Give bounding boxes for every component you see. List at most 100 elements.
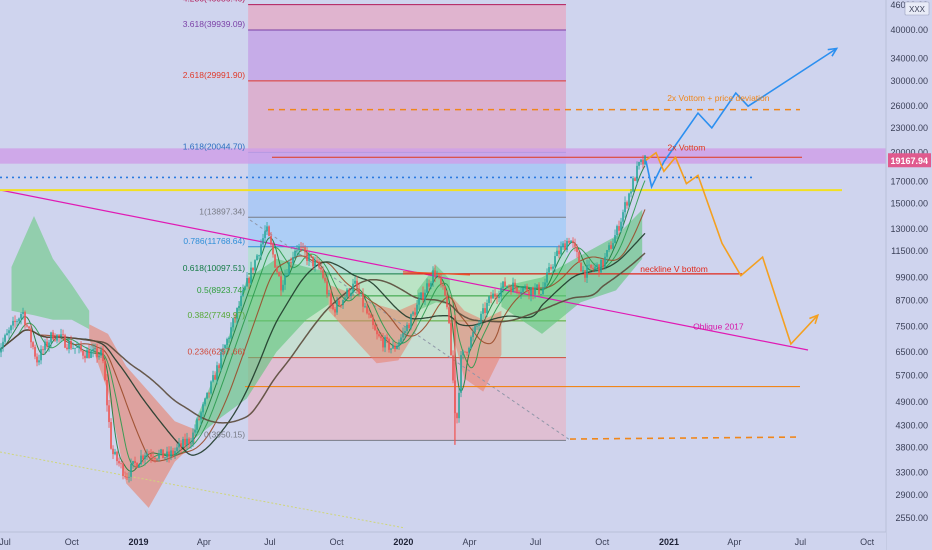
candle-body <box>402 332 404 338</box>
candle-body <box>270 235 272 245</box>
y-tick-label: 17000.00 <box>890 177 928 187</box>
candle-body <box>10 325 12 331</box>
candle-body <box>244 286 246 290</box>
candle-body <box>354 280 356 284</box>
candle-body <box>314 260 316 267</box>
candle-body <box>120 463 122 465</box>
candle-body <box>596 264 598 267</box>
candle-body <box>202 404 204 413</box>
candle-body <box>42 349 44 351</box>
candle-body <box>440 277 442 285</box>
candle-body <box>222 348 224 353</box>
candle-body <box>414 312 416 315</box>
y-tick-label: 26000.00 <box>890 101 928 111</box>
candle-body <box>554 256 556 267</box>
time-axis-background <box>0 532 886 550</box>
y-tick-label: 5700.00 <box>895 370 928 380</box>
candle-body <box>26 325 28 327</box>
fib-level-label: 0.382(7749.97) <box>187 310 245 320</box>
candle-body <box>340 304 342 306</box>
x-tick-label: Oct <box>65 537 80 547</box>
candle-body <box>472 332 474 338</box>
candle-body <box>158 453 160 459</box>
y-tick-label: 2550.00 <box>895 513 928 523</box>
lower-dotted-line <box>0 451 406 529</box>
candle-body <box>216 365 218 380</box>
candle-body <box>358 288 360 294</box>
annotation-label: 2x Vottom + price deviation <box>667 93 770 103</box>
green-cloud <box>11 216 90 330</box>
candle-body <box>382 338 384 348</box>
candle-body <box>264 231 266 239</box>
time-axis[interactable]: Jul Oct 2019 Apr Jul Oct 2020 Apr Jul Oct 2021 Apr J… <box>0 531 886 550</box>
candle-body <box>352 283 354 293</box>
price-axis[interactable]: 2550.00 2900.00 3300.00 3800.00 4300.00 4900.… <box>885 0 932 550</box>
candle-body <box>482 308 484 314</box>
candle-body <box>594 266 596 269</box>
candle-body <box>368 313 370 315</box>
x-tick-label: Apr <box>462 537 476 547</box>
candle-body <box>374 325 376 331</box>
candle-body <box>528 291 530 296</box>
candle-body <box>398 342 400 346</box>
candle-body <box>116 451 118 462</box>
candle-body <box>348 289 350 297</box>
candle-body <box>178 443 180 448</box>
candle-body <box>560 246 562 255</box>
candle-body <box>256 255 258 261</box>
candle-body <box>22 312 24 315</box>
candle-body <box>310 254 312 257</box>
candle-body <box>416 304 418 315</box>
candle-body <box>124 475 126 477</box>
candle-body <box>334 309 336 313</box>
fib-band <box>248 217 566 247</box>
candle-body <box>620 221 622 231</box>
x-tick-label: 2020 <box>393 537 413 547</box>
fib-level-label: 0.618(10097.51) <box>183 263 246 273</box>
candle-body <box>496 296 498 299</box>
candle-body <box>420 292 422 299</box>
bottom-target-line <box>569 436 801 440</box>
candle-body <box>214 375 216 380</box>
candle-body <box>336 300 338 313</box>
candle-body <box>410 314 412 329</box>
candle-body <box>592 267 594 269</box>
candle-body <box>634 178 636 181</box>
candle-body <box>88 350 90 358</box>
projection-paths <box>645 47 839 346</box>
price-candles <box>0 155 646 483</box>
y-tick-label: 4300.00 <box>895 420 928 430</box>
x-tick-label: Apr <box>727 537 741 547</box>
candle-body <box>390 348 392 350</box>
candle-body <box>130 464 132 477</box>
x-tick-label: 2021 <box>659 537 679 547</box>
fib-level-label: 1.618(20044.70) <box>183 141 246 151</box>
candle-body <box>456 413 458 419</box>
candle-body <box>624 202 626 213</box>
candle-body <box>128 476 130 478</box>
candle-body <box>452 355 454 381</box>
last-price-value: 19167.94 <box>890 156 928 166</box>
candle-body <box>150 454 152 457</box>
candle-body <box>44 341 46 351</box>
candle-body <box>542 287 544 295</box>
candle-body <box>530 287 532 296</box>
candle-body <box>462 351 464 356</box>
candle-body <box>600 259 602 273</box>
candle-body <box>616 226 618 236</box>
candle-body <box>192 432 194 444</box>
candle-body <box>290 262 292 263</box>
candle-body <box>590 264 592 268</box>
candle-body <box>250 267 252 284</box>
candle-body <box>552 266 554 269</box>
annotation-label: neckline V bottom <box>640 264 708 274</box>
candle-body <box>206 392 208 399</box>
candle-body <box>520 291 522 294</box>
candle-body <box>20 314 22 319</box>
candle-body <box>602 259 604 268</box>
candle-body <box>106 380 108 406</box>
candle-body <box>232 318 234 328</box>
candle-body <box>540 294 542 295</box>
candle-body <box>376 330 378 335</box>
